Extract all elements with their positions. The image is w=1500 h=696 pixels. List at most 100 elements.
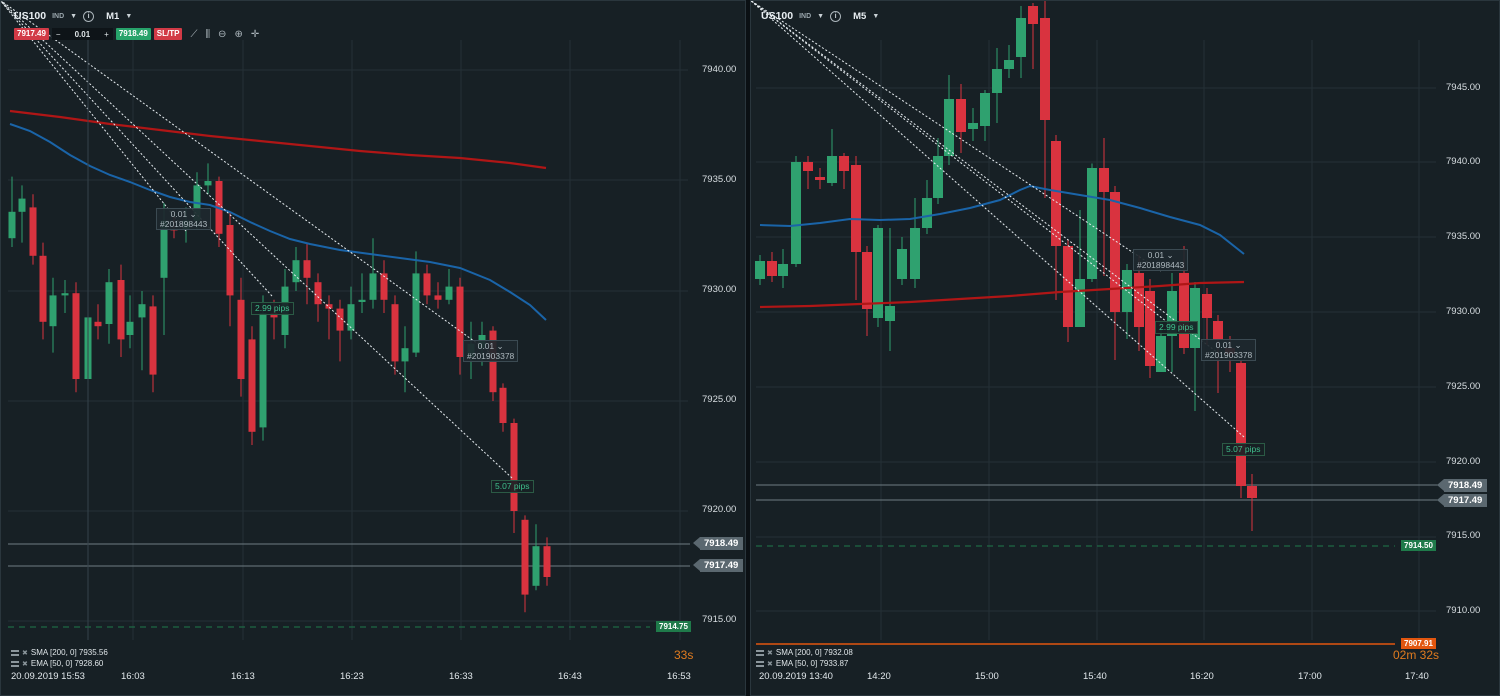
ema-legend-label: EMA [50, 0] 7928.60 (30, 659, 104, 668)
y-tick-label: 7930.00 (702, 284, 737, 295)
x-tick-label: 17:40 (1405, 671, 1429, 682)
ticket-qty: 0.01 (170, 209, 188, 219)
buy-button[interactable]: 7918.49 (115, 28, 151, 40)
x-tick-label: 15:40 (1083, 671, 1107, 682)
y-tick-label: 7935.00 (1446, 231, 1481, 242)
candle-body (61, 293, 69, 296)
candle-body (956, 99, 966, 132)
candle-body (423, 273, 431, 296)
indicator-icon (756, 660, 764, 667)
sell-button[interactable]: 7917.49 (14, 28, 49, 40)
candle-body (1075, 279, 1085, 327)
ema-legend[interactable]: ✖ EMA [50, 0] 7933.87 (756, 659, 848, 668)
candle-body (851, 165, 861, 252)
info-icon[interactable]: i (83, 10, 95, 22)
pending-order-tag[interactable]: 7914.75 (656, 621, 691, 632)
candle-body (862, 252, 872, 309)
candle-body (314, 282, 322, 305)
close-icon[interactable]: ✖ (767, 660, 773, 668)
candle-body (944, 99, 954, 156)
candle-body (49, 295, 57, 327)
timeframe-selector[interactable]: M1 (106, 10, 120, 22)
candle-body (839, 156, 849, 171)
candle-body (39, 255, 47, 322)
candle-body (226, 225, 234, 296)
candlestick-chart-right[interactable] (750, 0, 1500, 696)
sltp-button[interactable]: SL/TP (153, 28, 183, 40)
candle-body (1004, 60, 1014, 69)
candle-body (105, 282, 113, 324)
trade-connector (750, 0, 1172, 326)
candle-body (126, 321, 134, 335)
x-tick-label: 16:33 (449, 671, 473, 682)
decrease-qty-button[interactable]: − (55, 29, 61, 39)
candle-body (325, 304, 333, 309)
ema-legend[interactable]: ✖ EMA [50, 0] 7928.60 (11, 659, 103, 668)
candle-body (456, 286, 464, 357)
line-chart-icon[interactable]: ⟋ (190, 28, 198, 40)
timeframe-selector[interactable]: M5 (853, 10, 867, 22)
zoom-in-icon[interactable]: ⊕ (234, 28, 243, 40)
sma-legend[interactable]: ✖ SMA [200, 0] 7935.56 (11, 648, 108, 657)
candle-body (1028, 6, 1038, 24)
chevron-down-icon[interactable]: ⌄ (189, 209, 197, 219)
chevron-down-icon[interactable]: ⌄ (1234, 340, 1242, 350)
ema-legend-label: EMA [50, 0] 7933.87 (775, 659, 849, 668)
candle-body (510, 423, 518, 511)
trade-connector (750, 0, 1223, 357)
pending-order-tag[interactable]: 7914.50 (1401, 540, 1436, 551)
candle-body (1247, 486, 1257, 498)
y-tick-label: 7920.00 (702, 504, 737, 515)
quantity-stepper[interactable]: − 0.01 + (51, 28, 113, 40)
order-ticket[interactable]: 0.01 ⌄ #201898443 (156, 208, 212, 230)
info-icon[interactable]: i (830, 10, 842, 22)
chevron-down-icon[interactable]: ▼ (125, 12, 133, 20)
pips-label: 5.07 pips (1222, 443, 1265, 456)
candles-icon[interactable]: ⫼ (205, 28, 211, 40)
chart-pane-left[interactable]: US100 IND ▼ i M1 ▼ 7917.49 − 0.01 + 7918… (0, 0, 746, 696)
order-ticket[interactable]: 0.01 ⌄ #201898443 (1133, 249, 1189, 271)
ticket-id: #201898443 (1137, 260, 1185, 270)
x-tick-label: 15:00 (975, 671, 999, 682)
bid-price-tag: 7917.49 (1436, 494, 1488, 507)
chevron-down-icon[interactable]: ⌄ (1166, 250, 1174, 260)
candle-body (543, 546, 551, 577)
symbol-label[interactable]: US100 (761, 10, 794, 22)
candle-body (1202, 294, 1212, 318)
ask-price-tag: 7918.49 (1436, 479, 1488, 492)
candle-body (1099, 168, 1109, 192)
sma-line (759, 280, 1245, 309)
trade-connector (0, 0, 493, 355)
symbol-label[interactable]: US100 (14, 10, 47, 22)
candle-body (412, 273, 420, 353)
x-tick-label: 16:23 (340, 671, 364, 682)
candle-body (922, 198, 932, 228)
candlestick-chart-left[interactable] (0, 0, 746, 696)
candle-body (791, 162, 801, 264)
candle-body (980, 93, 990, 126)
candle-body (885, 306, 895, 321)
candle-body (992, 69, 1002, 93)
close-icon[interactable]: ✖ (22, 649, 28, 657)
candle-body (434, 295, 442, 300)
close-icon[interactable]: ✖ (22, 660, 28, 668)
chevron-down-icon[interactable]: ▼ (872, 12, 880, 20)
chart-toolbar-left: US100 IND ▼ i M1 ▼ (14, 8, 132, 24)
order-ticket[interactable]: 0.01 ⌄ #201903378 (1201, 339, 1257, 361)
increase-qty-button[interactable]: + (104, 29, 109, 39)
close-icon[interactable]: ✖ (767, 649, 773, 657)
sma-legend[interactable]: ✖ SMA [200, 0] 7932.08 (756, 648, 853, 657)
pips-label: 2.99 pips (251, 302, 294, 315)
chart-pane-right[interactable]: US100 IND ▼ i M5 ▼ 7945.00 7940.00 7935.… (750, 0, 1500, 696)
chevron-down-icon[interactable]: ⌄ (496, 341, 504, 351)
zoom-out-icon[interactable]: ⊖ (218, 28, 227, 40)
alert-price-tag[interactable]: 7907.91 (1401, 638, 1436, 649)
chevron-down-icon[interactable]: ▼ (817, 12, 825, 20)
chevron-down-icon[interactable]: ▼ (70, 12, 78, 20)
candle-body (303, 260, 311, 278)
order-ticket[interactable]: 0.01 ⌄ #201903378 (463, 340, 519, 362)
crosshair-icon[interactable]: ✛ (250, 28, 260, 40)
quantity-input[interactable]: 0.01 (74, 29, 91, 39)
candle-body (1051, 141, 1061, 246)
x-tick-label: 16:20 (1190, 671, 1214, 682)
